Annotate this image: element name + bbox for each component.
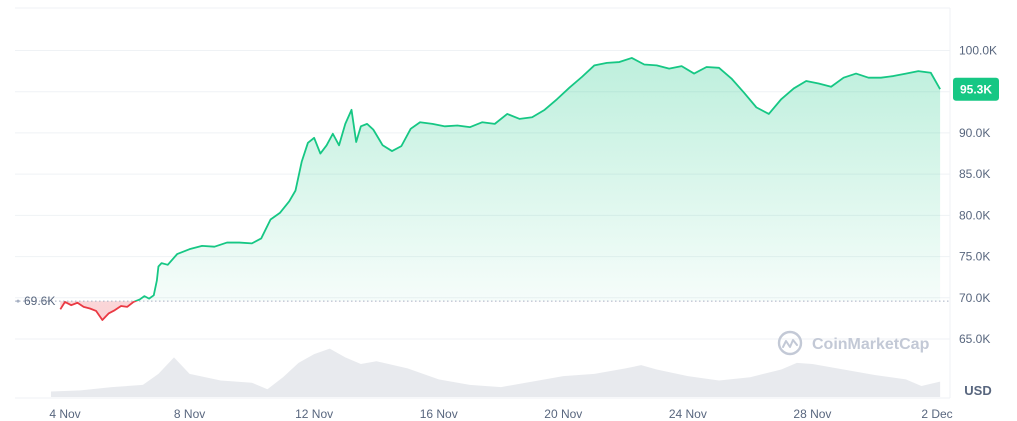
volume-area-shape [50, 348, 941, 397]
x-tick-label: 16 Nov [420, 407, 458, 421]
y-tick-label: 90.0K [959, 126, 990, 140]
current-price-label: 95.3K [960, 83, 992, 97]
price-area-fill [60, 57, 941, 321]
coinmarketcap-logo-icon [777, 330, 803, 356]
currency-unit-label: USD [964, 383, 991, 398]
y-tick-label: 100.0K [959, 44, 997, 58]
baseline: 69.6K [15, 294, 950, 308]
watermark-text: CoinMarketCap [812, 336, 930, 353]
x-axis: 4 Nov 8 Nov 12 Nov 16 Nov 20 Nov 24 Nov 28 Nov… [49, 407, 952, 421]
current-price-badge-bg [953, 77, 999, 101]
watermark: CoinMarketCap [777, 330, 930, 356]
price-line [59, 57, 941, 321]
y-tick-label: 70.0K [959, 291, 990, 305]
current-price-badge: 95.3K [953, 77, 999, 101]
y-tick-label: 65.0K [959, 332, 990, 346]
area-above-baseline [135, 57, 941, 302]
x-tick-label: 8 Nov [174, 407, 205, 421]
x-tick-label: 2 Dec [921, 407, 952, 421]
x-tick-label: 12 Nov [295, 407, 333, 421]
y-tick-label: 85.0K [959, 167, 990, 181]
x-tick-label: 24 Nov [669, 407, 707, 421]
y-tick-label: 80.0K [959, 208, 990, 222]
x-tick-label: 20 Nov [544, 407, 582, 421]
volume-area [50, 348, 941, 397]
price-line-up [64, 57, 941, 302]
x-tick-label: 28 Nov [793, 407, 831, 421]
plot-frame [15, 7, 951, 399]
baseline-dot [16, 299, 20, 303]
baseline-label: 69.6K [24, 294, 55, 308]
x-tick-label: 4 Nov [49, 407, 80, 421]
y-tick-label: 75.0K [959, 250, 990, 264]
